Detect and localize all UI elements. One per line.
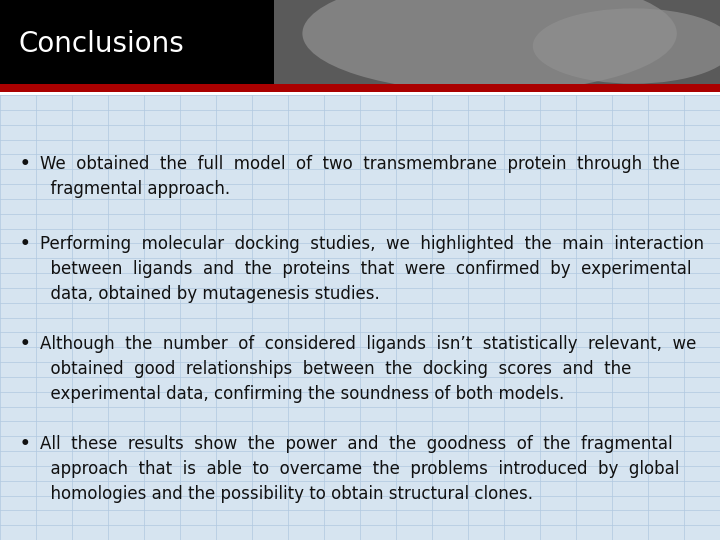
Bar: [0, 92, 720, 95]
Text: Performing  molecular  docking  studies,  we  highlighted  the  main  interactio: Performing molecular docking studies, we…: [40, 234, 703, 302]
Text: •: •: [19, 435, 30, 453]
Ellipse shape: [302, 0, 677, 92]
Ellipse shape: [533, 8, 720, 84]
Text: Conclusions: Conclusions: [18, 30, 184, 58]
Bar: [274, 0, 720, 84]
Text: Although  the  number  of  considered  ligands  isn’t  statistically  relevant, : Although the number of considered ligand…: [40, 335, 696, 403]
Text: All  these  results  show  the  power  and  the  goodness  of  the  fragmental
 : All these results show the power and the…: [40, 435, 679, 503]
Text: •: •: [19, 335, 30, 353]
Text: •: •: [19, 234, 30, 253]
Text: •: •: [19, 155, 30, 173]
Bar: [0, 84, 720, 92]
Text: We  obtained  the  full  model  of  two  transmembrane  protein  through  the
  : We obtained the full model of two transm…: [40, 155, 680, 198]
Bar: [0, 0, 720, 84]
